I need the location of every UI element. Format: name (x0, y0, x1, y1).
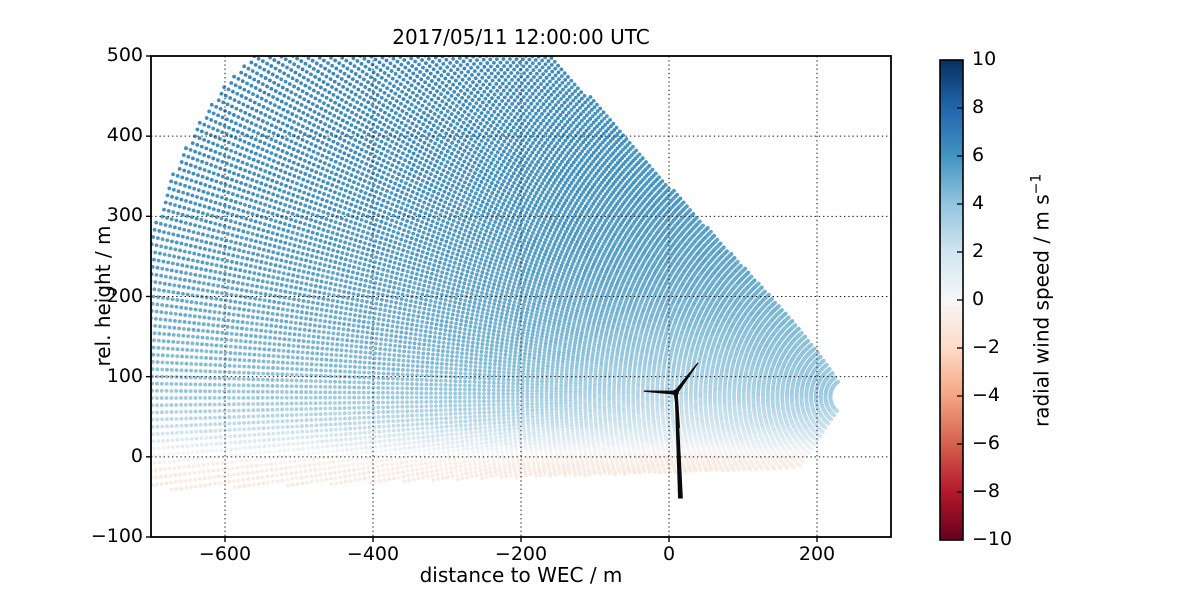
y-tick-label: 200 (106, 284, 143, 307)
y-tick-label: 500 (106, 44, 143, 66)
colorbar-label-text: radial wind speed / m s (1029, 194, 1054, 427)
colorbar-tick-label: −4 (972, 384, 1001, 406)
colorbar-tick-label: 6 (972, 144, 985, 166)
colorbar-label: radial wind speed / m s−1 (1029, 100, 1054, 500)
colorbar-tick-label: −10 (972, 528, 1013, 550)
x-axis-label: distance to WEC / m (419, 563, 623, 587)
colorbar-tick-label: 2 (972, 240, 985, 262)
x-tick-label: −600 (198, 543, 252, 565)
x-tick-label: 0 (662, 543, 676, 565)
x-tick-label: −200 (494, 543, 548, 565)
colorbar-tick-label: 4 (972, 192, 985, 214)
y-tick-label: −100 (90, 525, 143, 547)
x-tick-label: −400 (346, 543, 400, 565)
colorbar-tick-label: −8 (972, 480, 1001, 502)
colorbar-tick-label: −2 (972, 336, 1001, 358)
plot-title: 2017/05/11 12:00:00 UTC (392, 25, 650, 49)
x-tick-label: 200 (798, 543, 836, 565)
y-tick-label: 400 (106, 124, 143, 147)
y-tick-label: 100 (106, 364, 143, 387)
y-tick-label: 0 (130, 444, 143, 467)
colorbar-label-exponent: −1 (1028, 173, 1045, 195)
colorbar-tick-label: 8 (972, 96, 985, 118)
colorbar-tick-label: 0 (972, 288, 985, 310)
colorbar-tick-label: 10 (972, 48, 997, 70)
y-tick-label: 300 (106, 204, 143, 227)
colorbar-tick-label: −6 (972, 432, 1001, 454)
